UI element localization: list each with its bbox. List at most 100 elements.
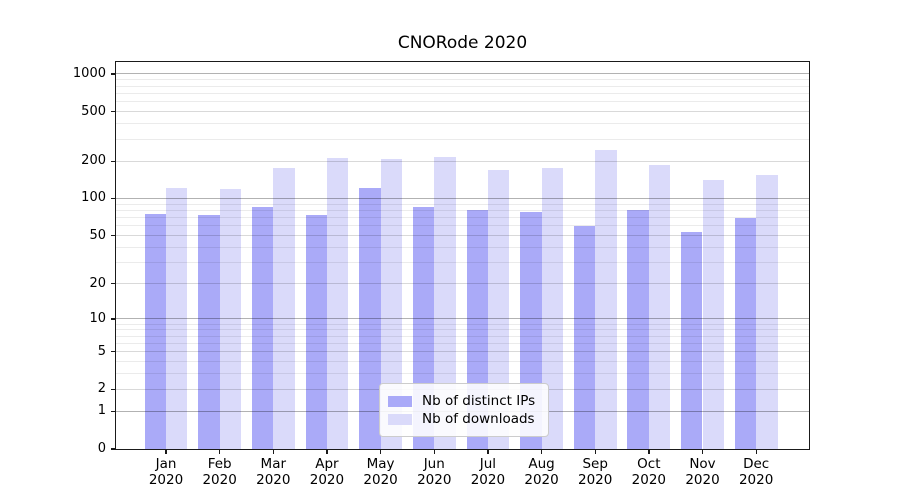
x-tick-label-jun: Jun 2020 [402,456,466,488]
bar-downloads-oct [648,165,671,449]
gridline-8 [116,329,809,331]
x-tick-month: Nov [689,456,716,472]
bar-downloads-may [380,158,402,449]
y-tick-mark-100 [111,197,115,200]
bar-distinct-ips-jan [144,213,166,449]
legend-label-distinct-ips: Nb of distinct IPs [422,393,536,409]
x-tick-month: Jan [155,456,177,472]
x-tick-month: Mar [260,456,287,472]
gridline-80 [116,209,809,211]
gridline-400 [116,123,809,125]
y-tick-label-1000: 1000 [72,65,106,81]
gridline-60 [116,225,809,227]
gridline-9 [116,323,809,325]
x-tick-mark-feb [219,450,221,454]
x-tick-mark-jun [433,450,435,454]
y-tick-mark-5 [111,351,115,353]
x-tick-month: Aug [528,456,555,472]
gridline-1000 [116,73,809,75]
bar-distinct-ips-oct [627,209,649,449]
bar-distinct-ips-sep [573,225,596,449]
gridline-30 [116,262,809,264]
gridline-90 [116,203,809,205]
bar-distinct-ips-nov [681,232,703,449]
gridline-100 [116,197,809,199]
y-tick-label-10: 10 [89,310,106,326]
gridline-300 [116,138,809,140]
legend-swatch-downloads [388,413,412,425]
y-tick-label-5: 5 [97,343,106,359]
bar-downloads-jul [487,169,510,449]
x-tick-label-sep: Sep 2020 [563,456,627,488]
x-tick-label-jan: Jan 2020 [134,456,198,488]
bar-distinct-ips-mar [251,207,274,449]
legend-entry-downloads: Nb of downloads [388,411,535,427]
x-tick-label-feb: Feb 2020 [188,456,252,488]
x-tick-label-mar: Mar 2020 [241,456,305,488]
y-tick-label-0: 0 [97,441,106,456]
gridline-20 [116,283,809,285]
y-tick-mark-10 [111,318,115,320]
gridline-500 [116,111,809,113]
y-tick-label-20: 20 [89,275,106,291]
bar-distinct-ips-may [359,187,381,449]
x-tick-label-apr: Apr 2020 [295,456,359,488]
x-tick-year: 2020 [309,472,345,488]
x-tick-year: 2020 [738,472,774,488]
x-tick-mark-sep [594,450,596,454]
gridline-40 [116,246,809,248]
gridline-200 [116,160,809,162]
x-tick-mark-jan [165,450,167,454]
x-tick-mark-aug [540,450,543,454]
x-tick-month: Oct [637,456,661,472]
legend-label-downloads: Nb of downloads [422,411,535,427]
bar-downloads-jun [434,156,456,449]
x-tick-label-aug: Aug 2020 [510,456,574,488]
y-tick-mark-500 [111,110,115,113]
y-tick-mark-1 [111,410,115,413]
gridline-50 [116,235,809,237]
legend-swatch-distinct-ips [388,395,412,407]
gridline-900 [116,79,809,81]
y-tick-label-200: 200 [81,153,106,169]
x-tick-year: 2020 [470,472,506,488]
bar-downloads-mar [273,168,295,449]
x-tick-month: Jun [423,456,445,472]
x-tick-mark-nov [701,450,704,454]
gridline-5 [116,351,809,353]
gridline-6 [116,342,809,344]
gridline-800 [116,85,809,87]
y-tick-label-1: 1 [97,403,106,419]
y-tick-label-2: 2 [97,381,106,397]
bar-downloads-jan [166,187,188,449]
x-tick-year: 2020 [202,472,237,488]
bar-downloads-feb [219,188,242,449]
bar-downloads-nov [702,180,724,449]
bar-distinct-ips-feb [198,215,220,449]
y-tick-mark-20 [111,283,115,285]
gridline-700 [116,92,809,94]
x-tick-mark-jul [487,450,489,454]
bar-distinct-ips-apr [305,215,327,449]
bar-downloads-dec [756,174,778,449]
x-tick-mark-dec [755,450,757,454]
x-tick-mark-mar [272,450,274,454]
gridline-7 [116,335,809,337]
y-tick-mark-1000 [111,73,115,75]
x-tick-year: 2020 [363,472,398,488]
plot-area: 0 1 2 5 10 20 50 100 200 500 1000 Jan 2020 Feb 2020 Mar… [73,61,810,488]
x-tick-label-dec: Dec 2020 [724,456,788,488]
y-tick-label-50: 50 [89,227,106,243]
x-tick-mark-apr [326,450,328,454]
x-tick-month: Dec [743,456,770,472]
y-tick-label-100: 100 [81,190,106,206]
y-tick-label-500: 500 [81,103,106,119]
x-tick-label-may: May 2020 [349,456,413,488]
gridline-10 [116,318,809,320]
x-tick-label-oct: Oct 2020 [617,456,681,488]
x-tick-year: 2020 [578,472,613,488]
chart-title: CNORode 2020 [397,33,528,53]
x-tick-year: 2020 [685,472,720,488]
x-tick-label-jul: Jul 2020 [456,456,520,488]
x-tick-month: Sep [582,456,608,472]
